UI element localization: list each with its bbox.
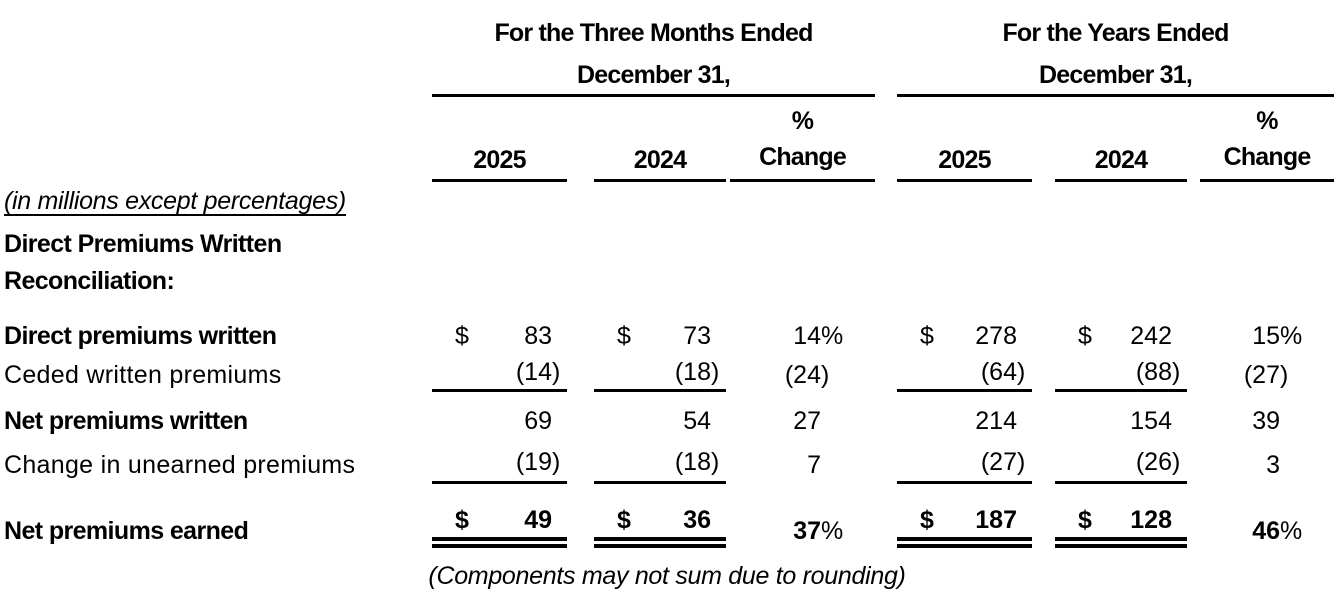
value-cell-q1-2025: 69 — [524, 407, 552, 435]
value-cell-q1-2024: $73 — [617, 322, 711, 350]
value-cell-y-2025: $278 — [920, 322, 1017, 350]
value-cell-q1-2025: (14) — [432, 358, 567, 392]
value-cell-y-2024: $242 — [1078, 322, 1172, 350]
value-cell-y-2024: $128 — [1055, 483, 1187, 548]
value-cell-q-pct-change: 37% — [793, 517, 844, 545]
dollar-sign: $ — [455, 322, 469, 350]
dollar-sign: $ — [617, 506, 631, 534]
row-label: Direct premiums written — [4, 322, 277, 350]
group2-title-text: For the Years Ended — [1002, 19, 1229, 47]
group2-subtitle: December 31, — [897, 50, 1334, 97]
value-cell-y-2025: (64) — [897, 358, 1032, 392]
col-header-g1-2024: 2024 — [594, 97, 726, 182]
section-heading-row: Direct Premiums Written Reconciliation: — [0, 218, 1334, 322]
value-cell-q1-2025: $83 — [455, 322, 552, 350]
section-heading-line2: Reconciliation: — [4, 267, 175, 295]
footnote: (Components may not sum due to rounding) — [428, 562, 906, 590]
table-row-net-premiums-earned: Net premiums earned $49 $36 37% $187 $12… — [0, 483, 1334, 548]
hanging-suffix: ) — [1172, 448, 1181, 476]
value-cell-q1-2024: (18) — [594, 448, 726, 484]
value-cell-q-pct-change: (24) — [730, 358, 875, 392]
value-cell-y-pct-change: 46% — [1252, 517, 1303, 545]
hanging-suffix: ) — [1017, 448, 1026, 476]
hanging-suffix: ) — [711, 448, 720, 476]
hanging-suffix: ) — [552, 358, 561, 386]
hanging-suffix: ) — [711, 358, 720, 386]
table-row-net-premiums-written: Net premiums written 69 54 27 214 154 39 — [0, 389, 1334, 448]
table-row-change-in-unearned-premiums: Change in unearned premiums (19) (18) 7 … — [0, 448, 1334, 484]
value-cell-q-pct-change: 14% — [793, 322, 844, 350]
group1-title-text: For the Three Months Ended — [494, 19, 813, 47]
group1-subtitle-text: December 31, — [577, 61, 731, 89]
value-cell-q-pct-change: 7 — [807, 451, 821, 479]
col-header-g2-2025: 2025 — [897, 97, 1032, 182]
row-label: Net premiums written — [4, 407, 248, 435]
units-note-row: (in millions except percentages) — [0, 182, 1334, 218]
hanging-suffix: ) — [821, 361, 830, 389]
dollar-sign: $ — [1078, 506, 1092, 534]
value-cell-y-pct-change: 39 — [1252, 407, 1280, 435]
value-cell-y-pct-change: 15% — [1252, 322, 1303, 350]
col-header-g2-pct-change: % Change — [1200, 97, 1334, 182]
value-cell-q1-2024: (18) — [594, 358, 726, 392]
hanging-suffix: % — [1280, 517, 1303, 545]
group1-title: For the Three Months Ended — [432, 0, 875, 50]
footnote-row: (Components may not sum due to rounding) — [0, 548, 1334, 603]
row-label: Net premiums earned — [4, 517, 249, 545]
value-cell-y-2024: 154 — [1130, 407, 1172, 435]
hanging-suffix: ) — [1280, 361, 1289, 389]
dollar-sign: $ — [920, 322, 934, 350]
table-row-ceded-written-premiums: Ceded written premiums (14) (18) (24) (6… — [0, 358, 1334, 392]
value-cell-y-2025: 214 — [975, 407, 1017, 435]
group-title-row: For the Three Months Ended For the Years… — [0, 0, 1334, 50]
value-cell-y-2025: $187 — [897, 483, 1032, 548]
col-header-g1-2025: 2025 — [432, 97, 567, 182]
hanging-suffix: % — [821, 517, 844, 545]
value-cell-y-2025: (27) — [897, 448, 1032, 484]
row-label: Ceded written premiums — [4, 361, 282, 389]
hanging-suffix: ) — [552, 448, 561, 476]
group1-subtitle: December 31, — [432, 50, 875, 97]
group2-subtitle-text: December 31, — [1039, 61, 1193, 89]
value-cell-q1-2025: (19) — [432, 448, 567, 484]
row-label: Change in unearned premiums — [4, 451, 356, 479]
value-cell-y-2024: (88) — [1055, 358, 1187, 392]
units-note: (in millions except percentages) — [4, 187, 346, 215]
dollar-sign: $ — [1078, 322, 1092, 350]
value-cell-y-2024: (26) — [1055, 448, 1187, 484]
value-cell-q1-2024: $36 — [594, 483, 726, 548]
hanging-suffix: ) — [1172, 358, 1181, 386]
group-subtitle-row: December 31, December 31, — [0, 50, 1334, 97]
table-row-direct-premiums-written: Direct premiums written $83 $73 14% $278… — [0, 322, 1334, 358]
value-cell-y-pct-change: (27) — [1200, 358, 1334, 392]
value-cell-y-pct-change: 3 — [1266, 451, 1280, 479]
value-cell-q1-2024: 54 — [683, 407, 711, 435]
value-cell-q-pct-change: 27 — [793, 407, 821, 435]
section-heading: Direct Premiums Written Reconciliation: — [0, 218, 432, 322]
section-heading-line1: Direct Premiums Written — [4, 230, 282, 258]
dollar-sign: $ — [920, 506, 934, 534]
hanging-suffix: % — [1280, 322, 1303, 350]
hanging-suffix: ) — [1017, 358, 1026, 386]
hanging-suffix: % — [821, 322, 844, 350]
dollar-sign: $ — [617, 322, 631, 350]
column-header-row: 2025 2024 % Change 2025 2024 % Change — [0, 97, 1334, 182]
col-header-g1-pct-change: % Change — [730, 97, 875, 182]
dollar-sign: $ — [455, 506, 469, 534]
group2-title: For the Years Ended — [897, 0, 1334, 50]
col-header-g2-2024: 2024 — [1055, 97, 1187, 182]
value-cell-q1-2025: $49 — [432, 483, 567, 548]
